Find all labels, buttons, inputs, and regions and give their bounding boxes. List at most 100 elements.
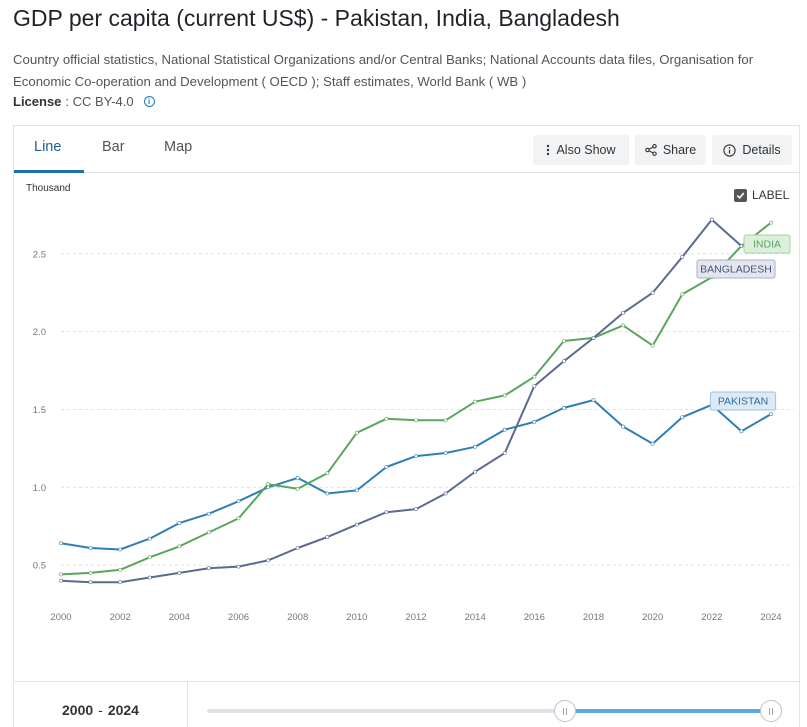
data-point-pakistan [295, 476, 300, 480]
data-point-pakistan [739, 429, 744, 434]
range-footer: 2000-2024 [14, 681, 800, 727]
data-point-india [295, 486, 300, 491]
data-point-pakistan [325, 491, 330, 496]
data-point-bangladesh [88, 580, 93, 585]
data-point-india [266, 482, 270, 487]
data-point-pakistan [769, 412, 773, 417]
x-tick-label: 2012 [405, 612, 426, 623]
data-point-india [532, 374, 537, 379]
info-circle-icon [723, 143, 737, 157]
x-tick-label: 2008 [287, 612, 308, 623]
data-point-bangladesh [414, 507, 418, 511]
tab-bar-chart[interactable]: Bar [102, 139, 125, 155]
data-point-bangladesh [118, 580, 123, 585]
series-line-pakistan [60, 399, 772, 551]
line-chart: 0.5 1.0 1.5 2.0 2.5 2000 2002 2004 2006 2008 2010 2… [33, 217, 794, 623]
data-point-pakistan [354, 488, 359, 493]
label-toggle-text: LABEL [752, 188, 790, 202]
data-point-bangladesh [473, 469, 478, 474]
x-tick-label: 2010 [346, 612, 367, 623]
range-end-handle[interactable] [760, 700, 782, 722]
data-point-india [414, 418, 418, 423]
data-point-india [680, 292, 685, 297]
data-point-bangladesh [384, 510, 389, 515]
license-row: License : CC BY-4.0 i [13, 94, 155, 109]
chart-panel: Line Bar Map Also Show Share [13, 125, 800, 727]
data-point-bangladesh [59, 578, 63, 583]
data-point-pakistan [59, 541, 63, 546]
more-vertical-icon [547, 144, 550, 156]
data-point-india [621, 323, 625, 328]
y-tick-label: 0.5 [33, 561, 46, 572]
checkbox-checked-icon[interactable] [734, 188, 747, 202]
data-point-bangladesh [650, 290, 655, 295]
data-point-pakistan [502, 427, 507, 432]
series-label-text: INDIA [753, 239, 781, 251]
series-label-box [709, 391, 777, 411]
data-point-india [325, 471, 330, 476]
data-point-pakistan [680, 415, 685, 420]
tab-line[interactable]: Line [34, 139, 62, 155]
active-tab-indicator [14, 170, 84, 173]
data-point-pakistan [473, 444, 478, 449]
data-point-bangladesh [532, 384, 537, 389]
data-point-pakistan [207, 511, 211, 516]
share-button[interactable]: Share [635, 135, 706, 165]
data-point-pakistan [532, 419, 537, 424]
x-tick-label: 2006 [228, 612, 249, 623]
data-point-india [177, 544, 182, 549]
range-start-handle[interactable] [554, 700, 576, 722]
data-point-bangladesh [739, 244, 744, 248]
series-label-text: PAKISTAN [718, 396, 768, 408]
y-tick-label: 2.5 [33, 249, 46, 260]
data-point-india [443, 418, 448, 423]
range-slider-track[interactable] [207, 709, 782, 713]
data-point-pakistan [562, 405, 566, 410]
data-point-bangladesh [709, 217, 714, 222]
info-icon[interactable]: i [143, 96, 155, 107]
data-point-india [502, 393, 507, 398]
data-point-pakistan [591, 398, 596, 403]
series-line-india [60, 221, 772, 576]
details-button[interactable]: Details [712, 135, 792, 165]
data-point-india [650, 343, 655, 348]
data-point-india [88, 570, 93, 575]
range-end: 2024 [107, 702, 139, 718]
y-axis-unit-label: Thousand [26, 183, 71, 194]
share-label: Share [662, 143, 697, 157]
data-point-bangladesh [502, 451, 507, 455]
source-text: Country official statistics, National St… [13, 52, 754, 89]
data-point-bangladesh [325, 535, 330, 539]
data-point-pakistan [118, 547, 123, 552]
y-tick-label: 1.5 [33, 405, 46, 416]
data-point-bangladesh [177, 570, 182, 575]
data-point-pakistan [236, 499, 241, 504]
series-label-pakistan: PAKISTAN [709, 391, 777, 411]
data-point-bangladesh [562, 359, 566, 364]
series-label-box [696, 259, 776, 279]
page-title: GDP per capita (current US$) - Pakistan,… [13, 5, 620, 31]
data-point-bangladesh [207, 566, 211, 571]
x-tick-label: 2020 [642, 612, 663, 623]
also-show-button[interactable]: Also Show [533, 135, 629, 165]
footer-divider [187, 682, 188, 727]
series-label-bangladesh: BANGLADESH [696, 259, 776, 279]
tab-bar: Line Bar Map Also Show Share [14, 126, 799, 173]
x-tick-label: 2000 [50, 612, 71, 623]
data-point-bangladesh [621, 311, 625, 315]
series-label-text: BANGLADESH [700, 264, 772, 276]
label-toggle[interactable]: LABEL [734, 188, 789, 202]
data-point-bangladesh [680, 255, 685, 259]
data-point-bangladesh [266, 558, 270, 563]
data-point-pakistan [177, 521, 182, 525]
data-point-india [769, 220, 773, 225]
data-point-india [207, 530, 211, 535]
tab-map[interactable]: Map [164, 139, 193, 155]
data-point-pakistan [443, 451, 448, 455]
data-point-bangladesh [236, 564, 241, 569]
x-tick-label: 2016 [524, 612, 545, 623]
y-tick-label: 2.0 [33, 327, 46, 338]
data-point-bangladesh [147, 575, 152, 580]
x-tick-label: 2002 [110, 612, 131, 623]
license-value: : CC BY-4.0 [65, 94, 134, 109]
